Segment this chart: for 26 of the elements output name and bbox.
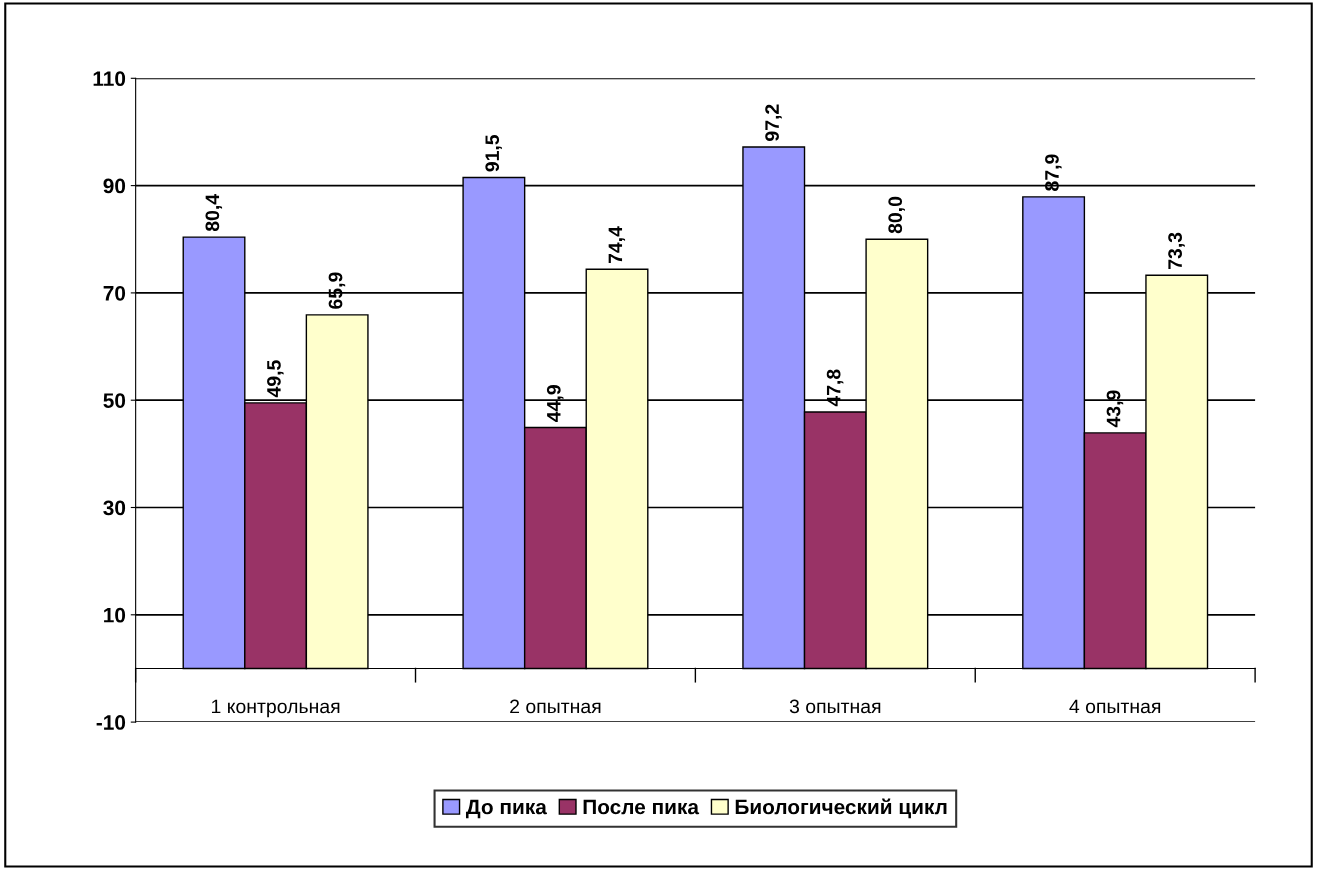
x-tick-label: 1 контрольная	[212, 699, 340, 718]
data-label: 87,9	[1045, 154, 1062, 191]
legend-label: До пика	[465, 799, 547, 819]
y-tick-label: 50	[103, 393, 126, 408]
data-label: 43,9	[1106, 390, 1124, 428]
data-label: 97,2	[765, 104, 782, 141]
x-tick-label: 3 опытная	[789, 699, 881, 714]
x-tick-label: 4 опытная	[1069, 699, 1161, 714]
legend-label: Биологический цикл	[735, 798, 947, 819]
data-label: 65,9	[328, 272, 346, 309]
data-label: 74,4	[608, 226, 626, 264]
data-label: 44,9	[546, 385, 564, 422]
x-tick-label: 2 опытная	[510, 699, 601, 714]
data-label: 73,3	[1168, 232, 1185, 269]
data-label: 80,0	[888, 196, 905, 234]
data-label: 47,8	[826, 369, 844, 407]
y-tick-label: 70	[103, 285, 126, 301]
data-label: 91,5	[485, 134, 502, 172]
y-tick-label: -10	[96, 715, 126, 730]
y-tick-label: 10	[104, 607, 126, 623]
legend-label: После пика	[583, 799, 700, 815]
y-tick-label: 30	[103, 500, 126, 516]
y-tick-label: 110	[93, 71, 126, 87]
y-tick-label: 90	[103, 178, 126, 194]
data-label: 49,5	[267, 360, 284, 398]
data-label: 80,4	[205, 194, 223, 232]
